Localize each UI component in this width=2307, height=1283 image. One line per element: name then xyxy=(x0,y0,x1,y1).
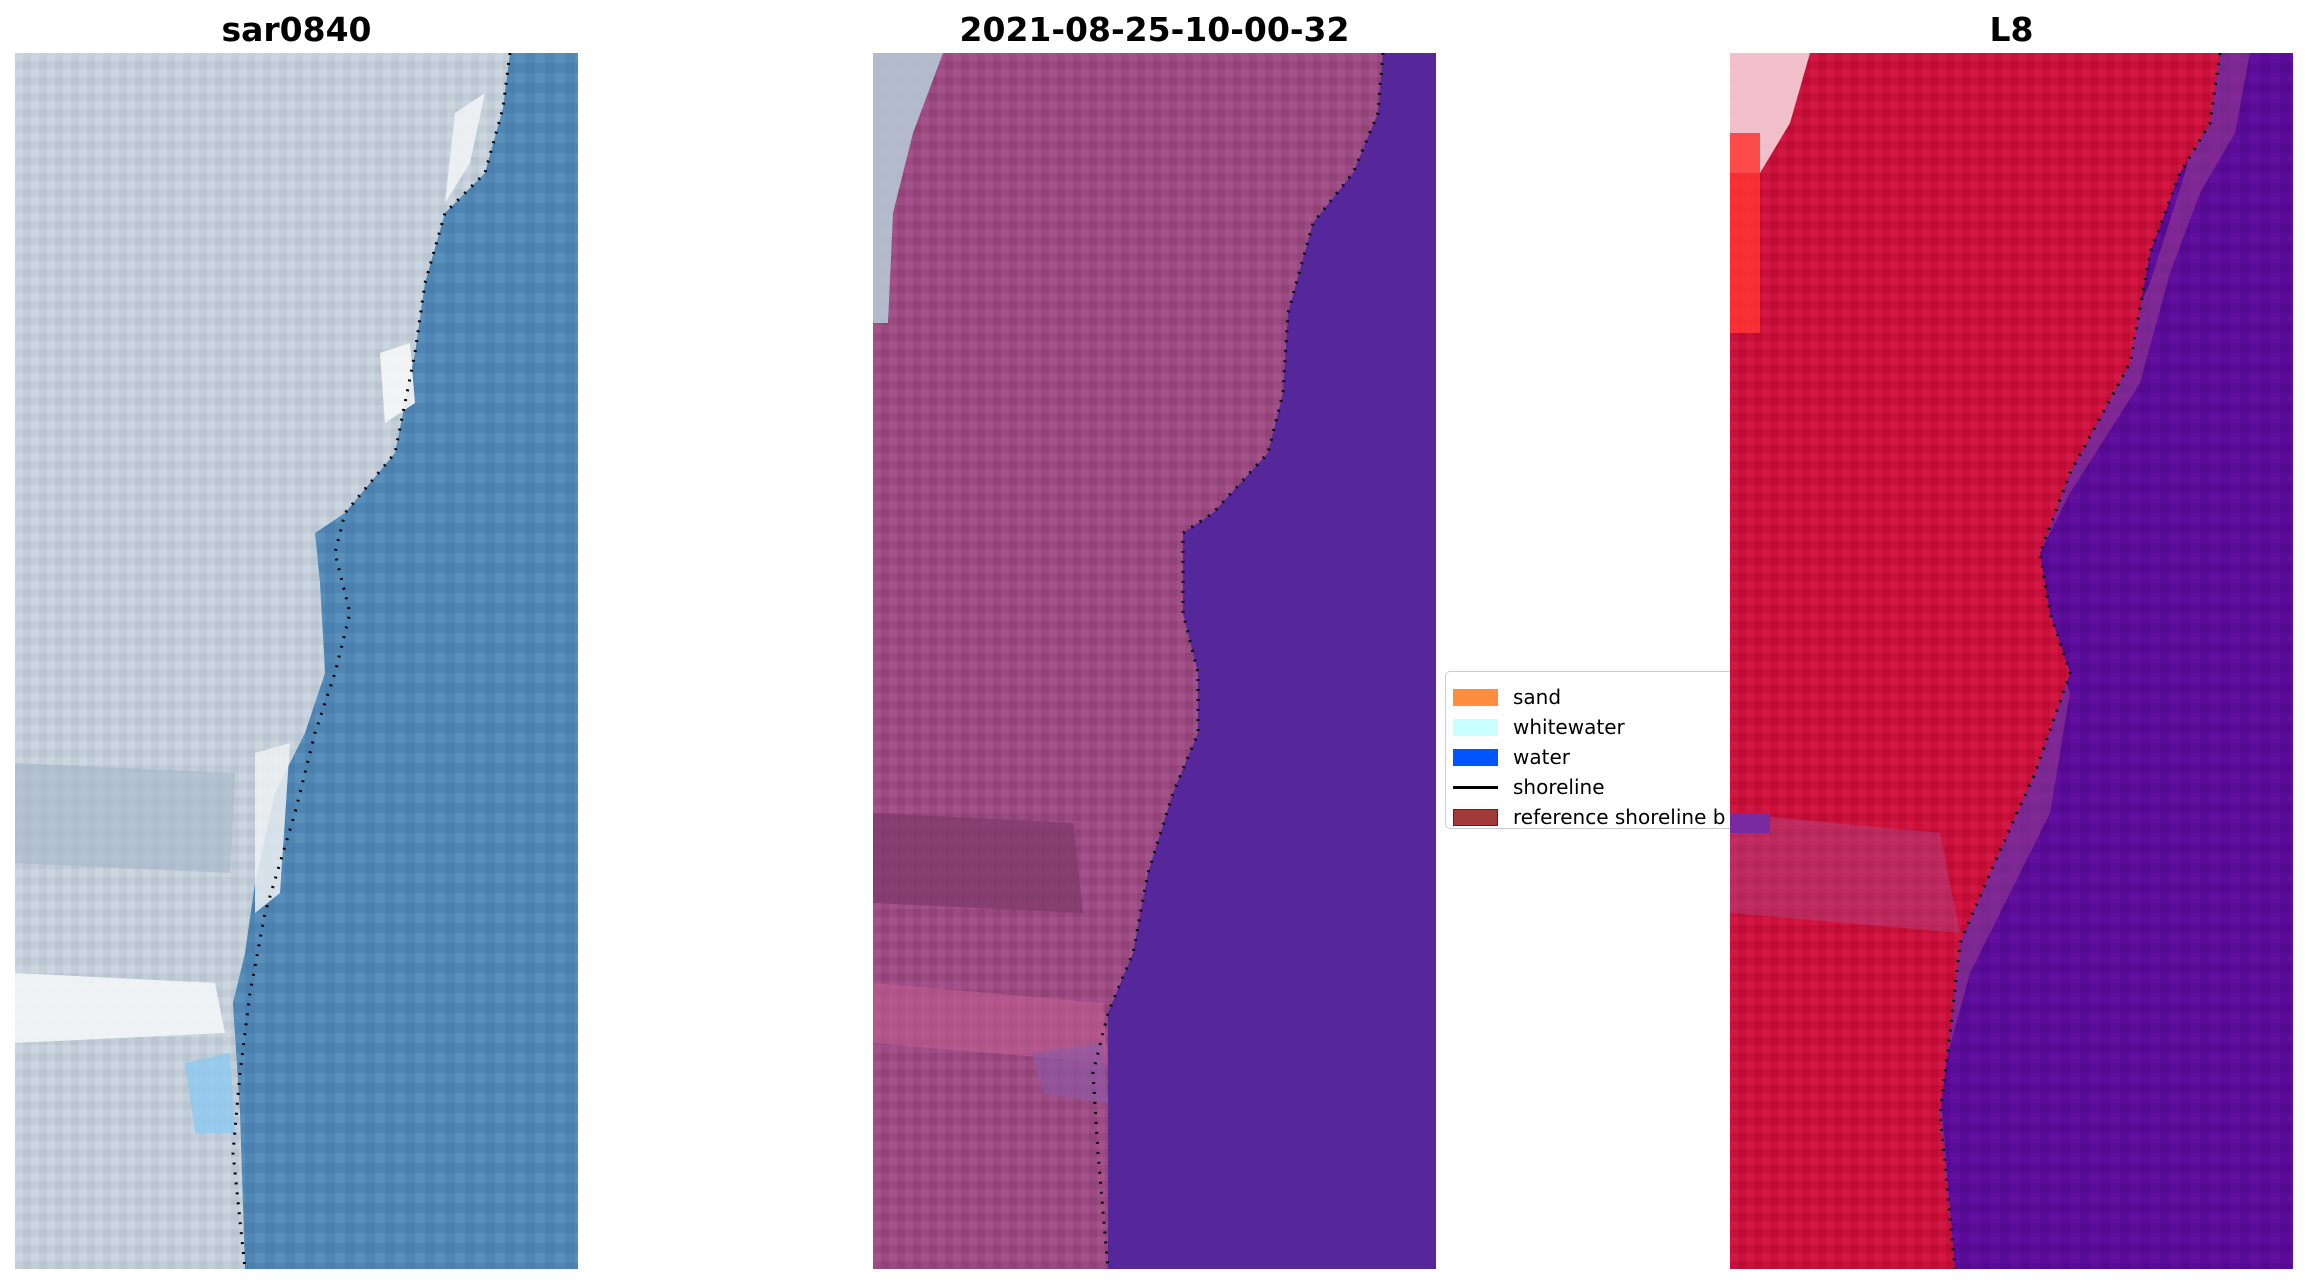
land-area xyxy=(1730,53,2220,1269)
shoreline-line-marker xyxy=(1453,785,1498,789)
true-color-image xyxy=(15,53,578,1269)
land-area xyxy=(873,53,1383,1269)
legend-label: reference shoreline b xyxy=(1513,805,1726,829)
legend: sand whitewater water shoreline referenc… xyxy=(1445,671,1755,829)
legend-item-shoreline: shoreline xyxy=(1446,773,1754,801)
whitewater-swatch xyxy=(1453,718,1498,736)
legend-item-whitewater: whitewater xyxy=(1446,713,1754,741)
legend-item-sand: sand xyxy=(1446,683,1754,711)
panel-title: sar0840 xyxy=(221,10,372,49)
panel-classified: 2021-08-25-10-00-32 xyxy=(873,0,1436,1283)
panel-l8: L8 xyxy=(1730,0,2293,1283)
legend-label: sand xyxy=(1513,685,1562,709)
legend-label: water xyxy=(1513,745,1570,769)
reference-shoreline-swatch xyxy=(1453,808,1498,826)
legend-label: whitewater xyxy=(1513,715,1625,739)
panel-title: 2021-08-25-10-00-32 xyxy=(959,10,1350,49)
legend-label: shoreline xyxy=(1513,775,1605,799)
water-swatch xyxy=(1453,748,1498,766)
legend-item-reference-shoreline: reference shoreline b xyxy=(1446,803,1754,829)
classified-image xyxy=(873,53,1436,1269)
panel-title: L8 xyxy=(1989,10,2034,49)
sand-swatch xyxy=(1453,688,1498,706)
shoreline-dotted xyxy=(231,53,512,1269)
false-color-image xyxy=(1730,53,2293,1269)
legend-item-water: water xyxy=(1446,743,1754,771)
panel-sar0840: sar0840 xyxy=(15,0,578,1283)
